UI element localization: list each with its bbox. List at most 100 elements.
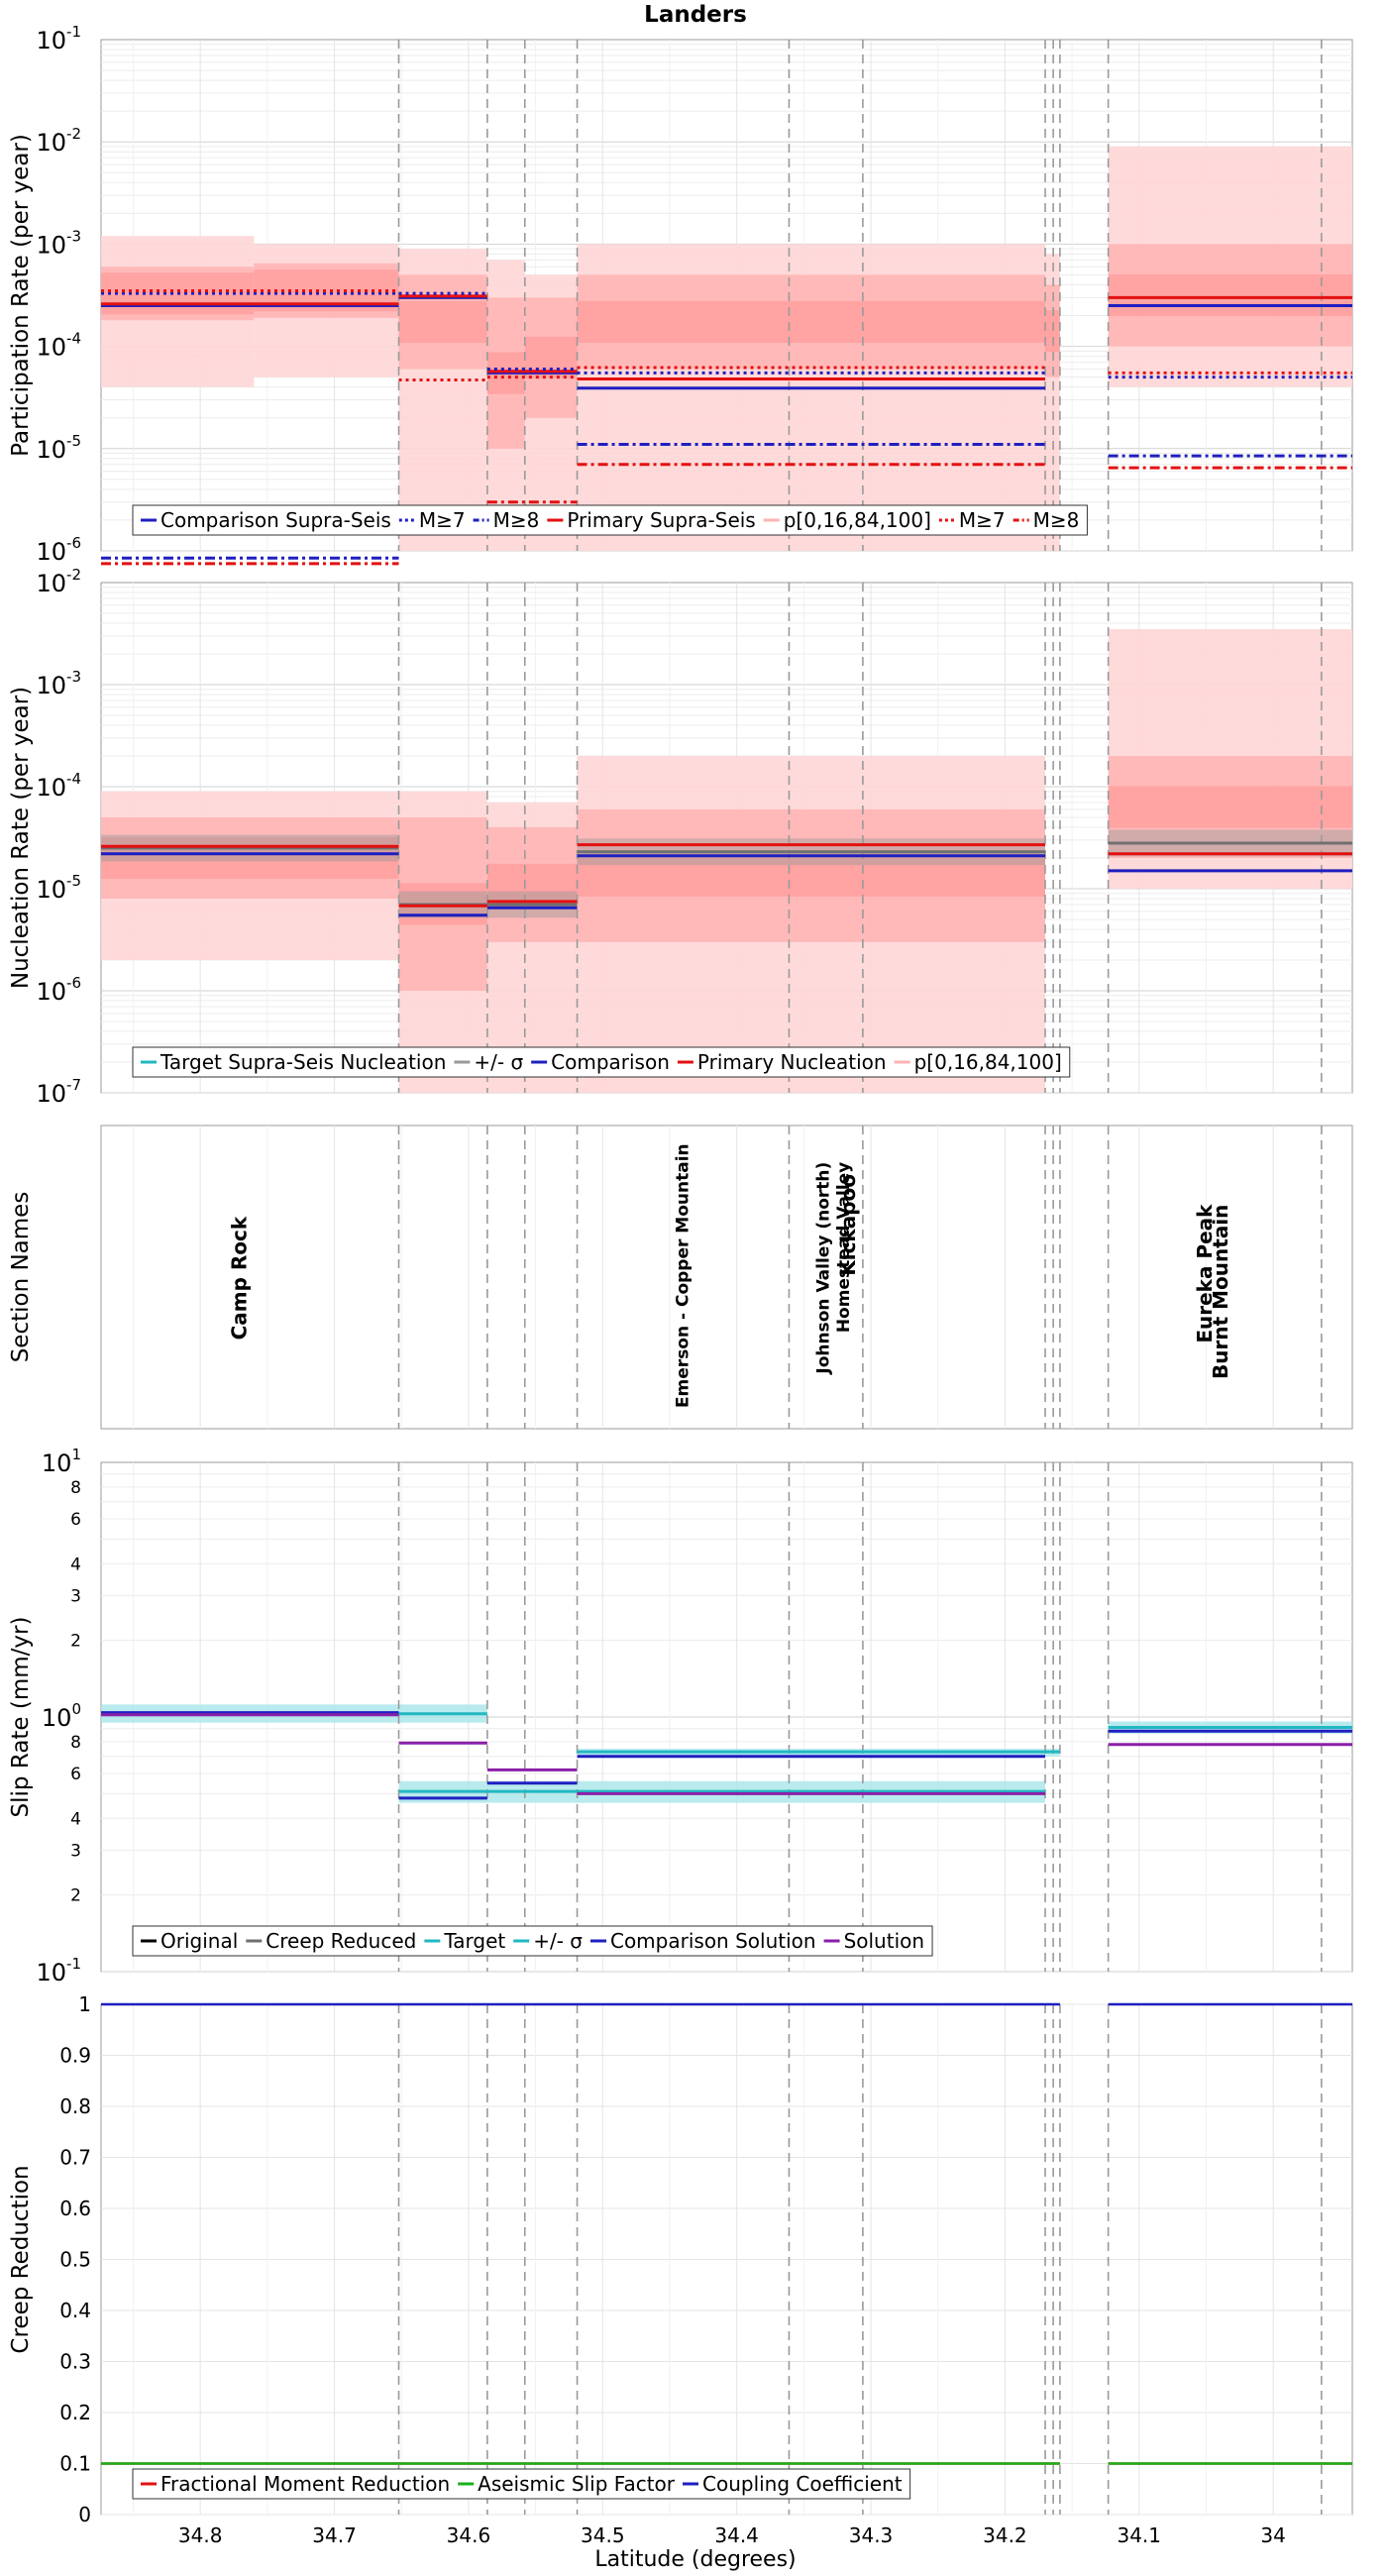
y-tick-base: 10 (36, 1080, 66, 1108)
y-tick-exp: -2 (66, 566, 81, 584)
y-axis-label: Nucleation Rate (per year) (8, 687, 34, 989)
legend-label: Target (443, 1929, 505, 1953)
percentile-band-core (577, 300, 1046, 344)
percentile-band-16-84 (577, 274, 1046, 370)
y-tick-base: 2 (70, 1886, 81, 1906)
percentile-band-core (577, 854, 1046, 897)
plot-frame (100, 1125, 1353, 1430)
y-tick-label: 10-7 (36, 1076, 81, 1108)
y-tick-label: 10-6 (36, 534, 81, 566)
legend-box (132, 504, 1088, 536)
y-tick-exp: -2 (66, 125, 81, 143)
y-tick-exp: -4 (66, 330, 81, 348)
legend-label: +/- σ (533, 1929, 583, 1953)
y-tick-label: 3 (70, 1841, 81, 1861)
legend-label: M≥8 (493, 508, 540, 532)
y-tick-label: 1 (78, 1992, 91, 2016)
y-tick-label: 10-4 (36, 330, 81, 362)
percentile-band-16-84 (101, 817, 399, 899)
legend-label: M≥7 (959, 508, 1006, 532)
y-tick-label: 0.5 (59, 2248, 91, 2272)
x-tick-label: 34.5 (581, 2523, 625, 2547)
percentile-band-core (101, 836, 399, 880)
section-label: Homestead Valley (834, 1162, 854, 1333)
y-tick-label: 10-5 (36, 872, 81, 904)
y-tick-base: 10 (36, 774, 66, 802)
panel-participation: Participation Rate (per year)10-610-510-… (8, 23, 1353, 566)
y-tick-base: 8 (70, 1478, 81, 1498)
legend-label: Creep Reduced (266, 1929, 416, 1953)
y-tick-exp: 0 (71, 1700, 81, 1718)
y-tick-base: 10 (42, 1449, 72, 1477)
y-tick-base: 2 (70, 1632, 81, 1652)
percentile-band-16-84 (486, 826, 578, 942)
y-tick-base: 6 (70, 1510, 81, 1530)
percentile-band-16-84 (524, 297, 578, 418)
y-tick-exp: -1 (66, 1955, 81, 1973)
x-tick-label: 34.1 (1117, 2523, 1161, 2547)
legend-label: Primary Nucleation (697, 1050, 887, 1074)
legend-label: Primary Supra-Seis (567, 508, 755, 532)
y-tick-label: 0.6 (59, 2197, 91, 2220)
y-tick-exp: -3 (66, 668, 81, 686)
y-tick-base: 3 (70, 1586, 81, 1606)
y-tick-label: 0.1 (59, 2452, 91, 2476)
percentile-band-16-84 (1108, 755, 1352, 858)
section-label: Camp Rock (227, 1216, 251, 1340)
y-tick-label: 10-3 (36, 227, 81, 259)
y-tick-base: 4 (70, 1809, 81, 1829)
legend-label: M≥8 (1033, 508, 1080, 532)
y-tick-label: 10-6 (36, 974, 81, 1006)
y-tick-label: 10-1 (36, 1955, 81, 1986)
x-tick-label: 34 (1260, 2523, 1285, 2547)
legend-label: Target Supra-Seis Nucleation (160, 1050, 446, 1074)
y-tick-label: 2 (70, 1886, 81, 1906)
y-tick-exp: -7 (66, 1076, 81, 1094)
y-tick-base: 10 (36, 672, 66, 699)
section-label: Burnt Mountain (1209, 1205, 1232, 1379)
y-tick-exp: -6 (66, 534, 81, 552)
y-tick-base: 10 (36, 129, 66, 157)
y-tick-label: 6 (70, 1510, 81, 1530)
panel-section_names: Camp Rock Emerson - Copper Mountain Johnso… (8, 1125, 1353, 1430)
y-tick-label: 100 (42, 1700, 81, 1732)
y-tick-label: 0 (78, 2503, 91, 2526)
legend-box (132, 1925, 933, 1957)
y-tick-base: 10 (36, 334, 66, 362)
y-tick-base: 10 (36, 876, 66, 904)
y-tick-label: 0.9 (59, 2044, 91, 2068)
y-tick-label: 10-4 (36, 770, 81, 802)
legend-label: p[0,16,84,100] (914, 1050, 1062, 1074)
y-tick-label: 2 (70, 1632, 81, 1652)
y-tick-base: 10 (36, 231, 66, 259)
y-tick-exp: 1 (71, 1446, 81, 1463)
y-tick-base: 8 (70, 1733, 81, 1753)
legend-label: Original (160, 1929, 238, 1953)
y-tick-base: 10 (36, 570, 66, 597)
y-tick-exp: -6 (66, 974, 81, 992)
legend-label: Coupling Coefficient (702, 2472, 903, 2496)
y-tick-label: 0.3 (59, 2350, 91, 2374)
percentile-band-16-84 (577, 808, 1046, 942)
y-tick-label: 0.4 (59, 2299, 91, 2322)
percentile-band-16-84 (254, 263, 399, 318)
y-tick-label: 8 (70, 1478, 81, 1498)
y-tick-label: 10-2 (36, 566, 81, 597)
y-tick-exp: -5 (66, 432, 81, 450)
section-label: Johnson Valley (north) (814, 1162, 834, 1375)
legend-label: M≥7 (419, 508, 466, 532)
y-tick-base: 3 (70, 1841, 81, 1861)
legend-label: Comparison (551, 1050, 670, 1074)
percentile-band-core (1108, 786, 1352, 828)
percentile-band-core (1108, 273, 1352, 317)
y-tick-base: 10 (42, 1704, 72, 1732)
section-label: Kickapoo (836, 1174, 860, 1276)
y-tick-exp: -5 (66, 872, 81, 890)
y-tick-label: 4 (70, 1555, 81, 1574)
legend-label: Aseismic Slip Factor (478, 2472, 676, 2496)
legend-label: Comparison Supra-Seis (160, 508, 391, 532)
percentile-band-16-84 (398, 274, 487, 370)
y-tick-label: 101 (42, 1446, 81, 1477)
legend-label: p[0,16,84,100] (784, 508, 931, 532)
